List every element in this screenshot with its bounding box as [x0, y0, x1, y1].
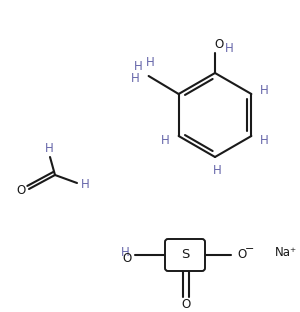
Text: H: H: [225, 42, 233, 56]
Text: H: H: [81, 178, 89, 192]
Text: H: H: [260, 134, 269, 147]
Text: O: O: [214, 38, 224, 51]
Text: H: H: [134, 60, 143, 72]
Text: −: −: [245, 244, 254, 254]
FancyBboxPatch shape: [165, 239, 205, 271]
Text: S: S: [181, 248, 189, 261]
Text: H: H: [121, 246, 129, 259]
Text: O: O: [182, 299, 190, 311]
Text: O: O: [16, 184, 26, 197]
Text: H: H: [161, 134, 170, 147]
Text: O: O: [237, 247, 246, 261]
Text: H: H: [146, 56, 155, 70]
Text: H: H: [213, 164, 221, 178]
Text: Na⁺: Na⁺: [275, 246, 297, 260]
Text: H: H: [45, 143, 53, 155]
Text: H: H: [131, 71, 140, 85]
Text: H: H: [260, 84, 269, 96]
Text: O: O: [123, 251, 132, 265]
